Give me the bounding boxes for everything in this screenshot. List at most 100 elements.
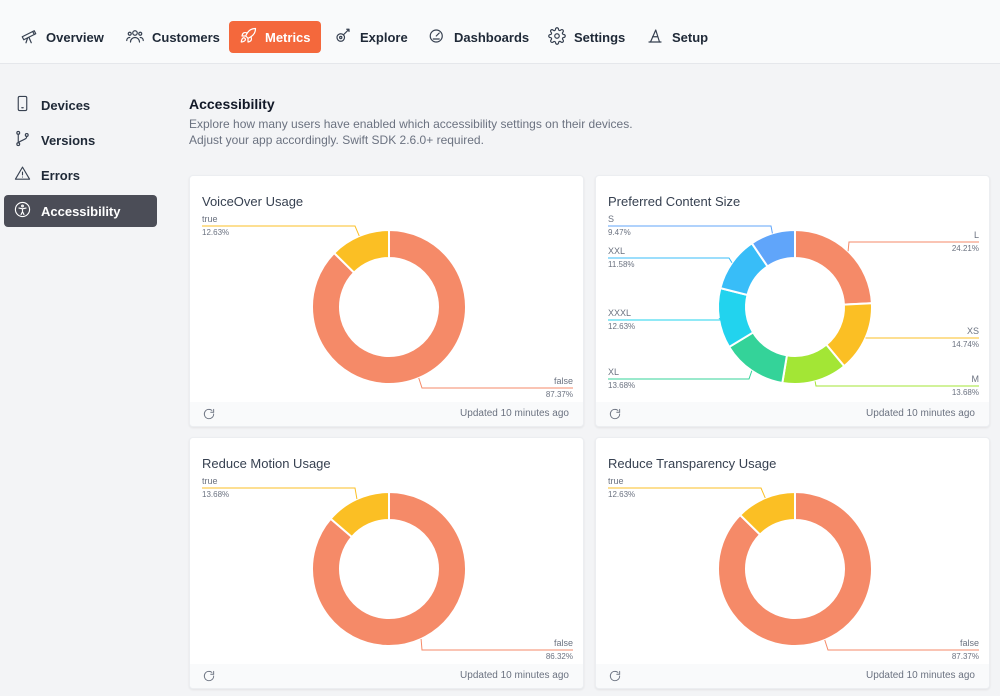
top-nav: Overview Customers Metrics Explore Dashb… — [0, 0, 1000, 64]
updated-timestamp: Updated 10 minutes ago — [866, 408, 975, 419]
sidebar-item-label: Versions — [41, 132, 96, 148]
label-leader-line — [202, 225, 360, 237]
card-footer: Updated 10 minutes ago — [596, 664, 989, 688]
donut-slice-l[interactable] — [794, 228, 873, 306]
refresh-icon[interactable] — [202, 669, 216, 683]
card-title: Reduce Transparency Usage — [608, 456, 777, 471]
nav-dashboards[interactable]: Dashboards — [418, 21, 539, 53]
nav-explore[interactable]: Explore — [324, 21, 418, 53]
slice-label: S — [608, 214, 614, 224]
slice-label: M — [972, 374, 980, 384]
donut-slice-false[interactable] — [311, 228, 467, 385]
label-leader-line — [608, 225, 773, 234]
slice-label: XS — [967, 326, 979, 336]
label-leader-line — [420, 638, 573, 651]
slice-percent: 14.74% — [952, 340, 979, 349]
card-title: VoiceOver Usage — [202, 194, 304, 209]
page-description-line: Adjust your app accordingly. Swift SDK 2… — [189, 133, 484, 147]
slice-percent: 87.37% — [952, 652, 979, 661]
sidebar-item-errors[interactable]: Errors — [4, 159, 157, 191]
slice-label: XXXL — [608, 308, 631, 318]
slice-percent: 12.63% — [608, 490, 635, 499]
donut-slice-true[interactable] — [332, 228, 390, 275]
label-leader-line — [608, 370, 753, 380]
slice-label: XL — [608, 367, 619, 377]
phone-icon — [14, 95, 31, 115]
donut-slice-true[interactable] — [329, 490, 390, 539]
donut-slice-s[interactable] — [750, 228, 796, 268]
refresh-icon[interactable] — [202, 407, 216, 421]
donut-slice-false[interactable] — [717, 490, 873, 647]
card-title: Preferred Content Size — [608, 194, 741, 209]
slice-label: true — [202, 476, 218, 486]
branch-icon — [14, 130, 31, 150]
nav-label: Explore — [360, 29, 408, 45]
slice-percent: 9.47% — [608, 228, 631, 237]
slice-label: false — [554, 376, 573, 386]
nav-settings[interactable]: Settings — [538, 21, 635, 53]
slice-label: XXL — [608, 246, 625, 256]
nav-label: Metrics — [265, 29, 311, 45]
explore-icon — [334, 27, 352, 48]
rocket-icon — [239, 27, 257, 48]
card-footer: Updated 10 minutes ago — [190, 402, 583, 426]
reduce-motion-donut-chart: false 86.32% true 13.68% — [202, 476, 573, 661]
updated-timestamp: Updated 10 minutes ago — [460, 408, 569, 419]
sidebar-item-label: Errors — [41, 167, 81, 183]
sidebar-item-label: Accessibility — [41, 203, 121, 219]
slice-label: false — [554, 638, 573, 648]
setup-icon — [646, 27, 664, 48]
nav-customers[interactable]: Customers — [116, 21, 230, 53]
nav-label: Customers — [152, 29, 220, 45]
voiceover-donut-chart: false 87.37% true 12.63% — [202, 214, 573, 399]
card-title: Reduce Motion Usage — [202, 456, 331, 471]
updated-timestamp: Updated 10 minutes ago — [866, 670, 975, 681]
slice-percent: 13.68% — [202, 490, 229, 499]
donut-slice-true[interactable] — [738, 490, 796, 537]
page-description: Explore how many users have enabled whic… — [189, 116, 689, 148]
slice-percent: 11.58% — [608, 260, 635, 269]
slice-percent: 24.21% — [952, 244, 979, 253]
card-footer: Updated 10 minutes ago — [596, 402, 989, 426]
content-size-card: Preferred Content Size L 24.21% XS 14.74% M 1… — [595, 175, 990, 427]
label-leader-line — [418, 377, 573, 389]
nav-overview[interactable]: Overview — [10, 21, 114, 53]
nav-label: Setup — [672, 29, 709, 45]
refresh-icon[interactable] — [608, 407, 622, 421]
accessibility-icon — [14, 201, 31, 221]
warning-icon — [14, 165, 31, 185]
label-leader-line — [202, 487, 358, 500]
label-leader-line — [814, 381, 979, 387]
reduce-motion-card: Reduce Motion Usage false 86.32% true 13.68… — [189, 437, 584, 689]
nav-label: Overview — [46, 29, 104, 45]
slice-label: true — [202, 214, 218, 224]
slice-percent: 86.32% — [546, 652, 573, 661]
label-leader-line — [608, 487, 766, 499]
slice-label: true — [608, 476, 624, 486]
users-icon — [126, 27, 144, 48]
slice-percent: 87.37% — [546, 390, 573, 399]
content-size-donut-chart: L 24.21% XS 14.74% M 13.68% XL 13.68% XXXL 12.63%… — [608, 214, 980, 397]
sidebar-item-versions[interactable]: Versions — [4, 124, 157, 156]
slice-percent: 13.68% — [952, 388, 979, 397]
slice-label: false — [960, 638, 979, 648]
nav-metrics[interactable]: Metrics — [229, 21, 321, 53]
label-leader-line — [608, 257, 733, 264]
slice-percent: 13.68% — [608, 381, 635, 390]
gear-icon — [548, 26, 566, 48]
page-description-line: Explore how many users have enabled whic… — [189, 117, 633, 131]
page-title: Accessibility — [189, 96, 275, 112]
label-leader-line — [847, 241, 979, 252]
donut-slice-false[interactable] — [311, 490, 467, 647]
nav-setup[interactable]: Setup — [636, 21, 718, 53]
sidebar-item-label: Devices — [41, 97, 91, 113]
updated-timestamp: Updated 10 minutes ago — [460, 670, 569, 681]
sidebar-item-devices[interactable]: Devices — [4, 89, 157, 121]
reduce-transparency-card: Reduce Transparency Usage false 87.37% tru… — [595, 437, 990, 689]
dashboard-icon — [428, 27, 446, 48]
nav-label: Dashboards — [454, 29, 530, 45]
refresh-icon[interactable] — [608, 669, 622, 683]
sidebar-item-accessibility[interactable]: Accessibility — [4, 195, 157, 227]
slice-percent: 12.63% — [202, 228, 229, 237]
nav-label: Settings — [574, 29, 626, 45]
